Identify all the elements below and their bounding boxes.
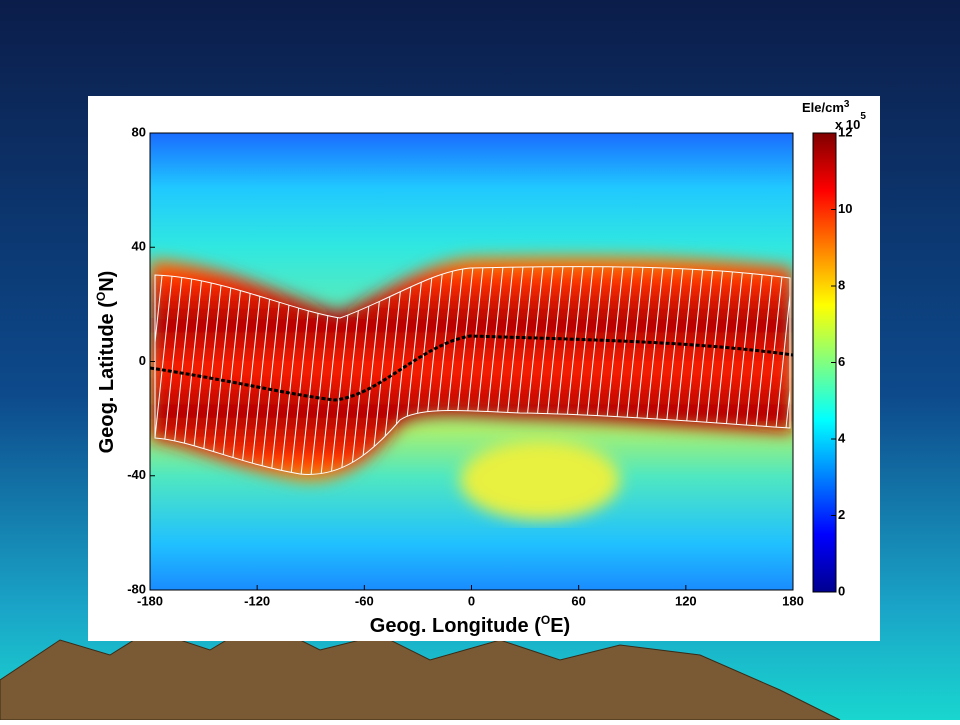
x-tick-label: 180 — [782, 593, 804, 608]
y-tick-label: 80 — [132, 124, 146, 139]
y-tick-label: -80 — [127, 581, 146, 596]
cb-scale-sup: 5 — [860, 111, 866, 122]
colorbar-label: Ele/cm3 — [802, 99, 850, 115]
colorbar-tick-label: 4 — [838, 430, 846, 445]
x-label-text: Geog. Longitude ( — [370, 615, 541, 637]
cb-label-sup: 3 — [844, 99, 850, 110]
x-label-text: E) — [550, 615, 570, 637]
colorbar-tick-label: 8 — [838, 277, 845, 292]
cb-scale-text: x 10 — [835, 117, 860, 132]
y-axis-label: Geog. Latitude (ON) — [94, 271, 118, 454]
x-tick-label: 120 — [675, 593, 697, 608]
cb-label-text: Ele/cm — [802, 100, 844, 115]
x-label-sup: O — [541, 613, 550, 627]
y-tick-label: 0 — [139, 353, 146, 368]
x-tick-label: -60 — [355, 593, 374, 608]
heatmap-field — [150, 133, 793, 590]
colorbar-tick-label: 6 — [838, 354, 845, 369]
y-label-text: N) — [96, 271, 118, 292]
x-tick-label: -120 — [244, 593, 270, 608]
colorbar-tick-label: 2 — [838, 507, 845, 522]
colorbar-tick-label: 12 — [838, 124, 852, 139]
y-label-sup: O — [94, 292, 108, 301]
x-tick-label: 0 — [468, 593, 475, 608]
x-axis-label: Geog. Longitude (OE) — [370, 613, 570, 637]
y-label-text: Geog. Latitude ( — [96, 301, 118, 454]
colorbar-scale: x 105 — [835, 111, 866, 132]
colorbar-tick-label: 0 — [838, 583, 845, 598]
colorbar-tick-label: 10 — [838, 201, 852, 216]
y-tick-label: 40 — [132, 239, 146, 254]
x-tick-label: 60 — [571, 593, 585, 608]
y-tick-label: -40 — [127, 467, 146, 482]
x-tick-label: -180 — [137, 593, 163, 608]
